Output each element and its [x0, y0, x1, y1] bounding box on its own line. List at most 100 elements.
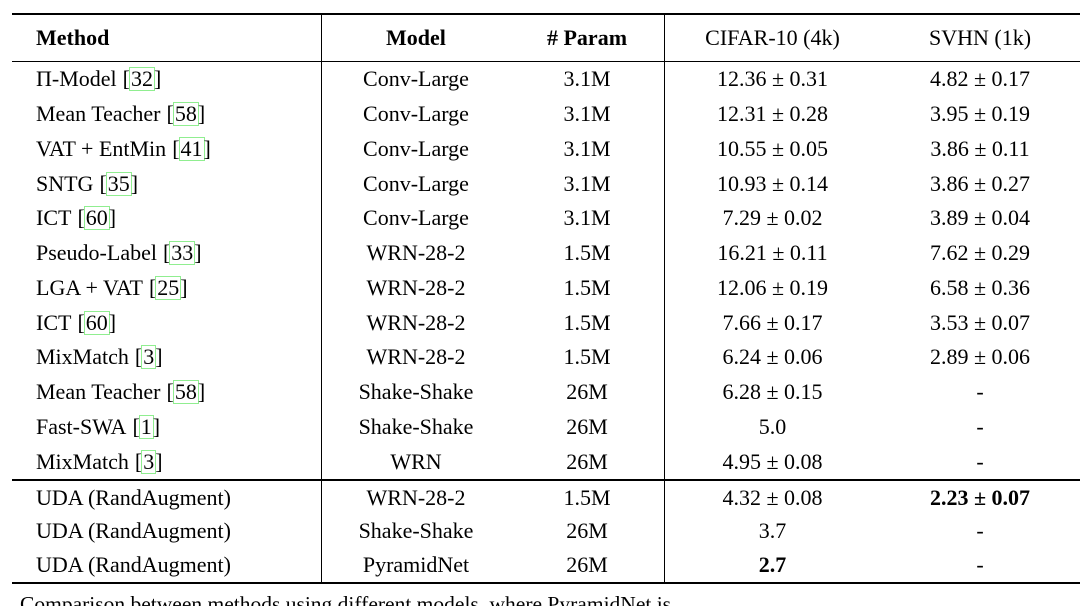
citation-link[interactable]: [33]	[162, 240, 202, 266]
uda-methods-section: UDA (RandAugment) WRN-28-2 1.5M 4.32 ± 0…	[12, 481, 1080, 583]
citation-number: 3	[141, 448, 157, 474]
citation-close-bracket: ]	[153, 66, 162, 92]
citation-close-bracket: ]	[108, 205, 117, 231]
svhn-error-cell: -	[976, 518, 984, 544]
svhn-error-cell: -	[976, 413, 984, 439]
svhn-error-cell: 3.86 ± 0.11	[930, 135, 1030, 161]
method-name: ICT	[36, 205, 72, 231]
citation-close-bracket: ]	[180, 274, 188, 300]
citation-link[interactable]: [3]	[134, 344, 163, 370]
model-cell: Conv-Large	[363, 205, 469, 231]
col-header-cifar10: CIFAR-10 (4k)	[705, 24, 840, 50]
svhn-error-cell: -	[976, 448, 984, 474]
citation-close-bracket: ]	[130, 170, 139, 196]
model-cell: WRN-28-2	[366, 240, 466, 266]
svhn-error-cell: -	[976, 379, 984, 405]
cifar10-error-cell: 4.95 ± 0.08	[722, 448, 823, 474]
table-row: Pseudo-Label [33] WRN-28-2 1.5M 16.21 ± 0…	[12, 235, 1080, 271]
citation-open-bracket: [	[162, 240, 171, 266]
citation-close-bracket: ]	[155, 344, 163, 370]
citation-link[interactable]: [3]	[135, 448, 163, 474]
svhn-error-cell: 3.89 ± 0.04	[929, 205, 1031, 231]
cifar10-error-cell: 4.32 ± 0.08	[722, 484, 823, 510]
param-cell: 26M	[510, 548, 665, 583]
citation-number: 58	[172, 379, 199, 405]
citation-number: 3	[141, 344, 157, 370]
citation-link[interactable]: [25]	[148, 274, 188, 300]
model-cell: Conv-Large	[363, 101, 469, 127]
param-cell: 1.5M	[510, 340, 665, 375]
citation-open-bracket: [	[148, 274, 157, 300]
table-row: ICT [60] Conv-Large 3.1M 7.29 ± 0.02 3.89…	[12, 201, 1080, 236]
model-cell: Conv-Large	[363, 66, 469, 92]
citation-open-bracket: [	[172, 135, 180, 161]
table-row: Mean Teacher [58] Shake-Shake 26M 6.28 ± …	[12, 374, 1080, 410]
section-divider-rule	[12, 479, 1080, 481]
citation-open-bracket: [	[166, 379, 174, 405]
citation-close-bracket: ]	[197, 101, 206, 127]
method-cell: Π-Model [32]	[12, 62, 322, 97]
svhn-error-cell: 2.23 ± 0.07	[929, 484, 1031, 510]
method-name: Pseudo-Label	[36, 240, 157, 266]
cifar10-error-cell: 16.21 ± 0.11	[717, 240, 828, 266]
method-name: Mean Teacher	[36, 101, 161, 127]
cifar10-error-cell: 5.0	[758, 413, 787, 439]
method-name: ICT	[36, 309, 72, 335]
param-cell: 1.5M	[510, 235, 665, 271]
model-cell: WRN-28-2	[366, 484, 466, 510]
citation-number: 60	[83, 309, 110, 335]
table-row: VAT + EntMin [41] Conv-Large 3.1M 10.55 ±…	[12, 131, 1080, 167]
param-cell: 26M	[510, 374, 665, 410]
table-row: MixMatch [3] WRN-28-2 1.5M 6.24 ± 0.06 2.…	[12, 340, 1080, 375]
baseline-methods-section: Π-Model [32] Conv-Large 3.1M 12.36 ± 0.31…	[12, 62, 1080, 479]
citation-close-bracket: ]	[155, 448, 163, 474]
param-cell: 3.1M	[510, 131, 665, 167]
citation-link[interactable]: [35]	[99, 170, 139, 196]
citation-link[interactable]: [58]	[166, 379, 205, 405]
method-cell: UDA (RandAugment)	[12, 481, 322, 515]
model-cell: WRN	[390, 448, 442, 474]
svhn-error-cell: 3.53 ± 0.07	[929, 309, 1031, 335]
citation-link[interactable]: [60]	[77, 205, 117, 231]
col-header-model: Model	[386, 24, 446, 50]
method-name: LGA + VAT	[36, 274, 143, 300]
citation-open-bracket: [	[134, 344, 143, 370]
param-cell: 3.1M	[510, 62, 665, 97]
method-cell: UDA (RandAugment)	[12, 514, 322, 549]
method-cell: ICT [60]	[12, 201, 322, 236]
citation-open-bracket: [	[77, 309, 85, 335]
method-cell: Fast-SWA [1]	[12, 409, 322, 445]
param-cell: 1.5M	[510, 305, 665, 340]
table-row: UDA (RandAugment) PyramidNet 26M 2.7 -	[12, 548, 1080, 583]
citation-link[interactable]: [60]	[77, 309, 116, 335]
param-cell: 3.1M	[510, 96, 665, 132]
method-name: Π-Model	[36, 66, 117, 92]
model-cell: WRN-28-2	[366, 309, 466, 335]
cifar10-error-cell: 12.36 ± 0.31	[716, 66, 829, 92]
citation-link[interactable]: [58]	[166, 101, 206, 127]
method-name: UDA (RandAugment)	[36, 484, 231, 510]
results-table: Method Model # Param CIFAR-10 (4k) SVHN …	[12, 13, 1080, 584]
citation-open-bracket: [	[77, 205, 85, 231]
citation-link[interactable]: [1]	[132, 414, 160, 439]
param-cell: 26M	[510, 514, 665, 549]
citation-link[interactable]: [41]	[172, 135, 211, 161]
param-cell: 26M	[510, 409, 665, 445]
cifar10-error-cell: 10.55 ± 0.05	[716, 135, 829, 161]
svhn-error-cell: 2.89 ± 0.06	[929, 344, 1031, 370]
model-cell: PyramidNet	[362, 552, 470, 578]
table-row: Fast-SWA [1] Shake-Shake 26M 5.0 -	[12, 409, 1080, 445]
model-cell: WRN-28-2	[366, 274, 466, 300]
model-cell: WRN-28-2	[366, 344, 466, 370]
model-cell: Shake-Shake	[358, 518, 474, 544]
param-cell: 3.1M	[510, 201, 665, 236]
citation-link[interactable]: [32]	[123, 66, 162, 92]
cifar10-error-cell: 12.06 ± 0.19	[716, 274, 829, 300]
table-row: SNTG [35] Conv-Large 3.1M 10.93 ± 0.14 3.…	[12, 166, 1080, 201]
col-header-method: Method	[12, 15, 322, 61]
citation-number: 58	[172, 101, 199, 127]
param-cell: 26M	[510, 444, 665, 479]
table-row: Mean Teacher [58] Conv-Large 3.1M 12.31 ±…	[12, 96, 1080, 132]
model-cell: Conv-Large	[363, 135, 469, 161]
